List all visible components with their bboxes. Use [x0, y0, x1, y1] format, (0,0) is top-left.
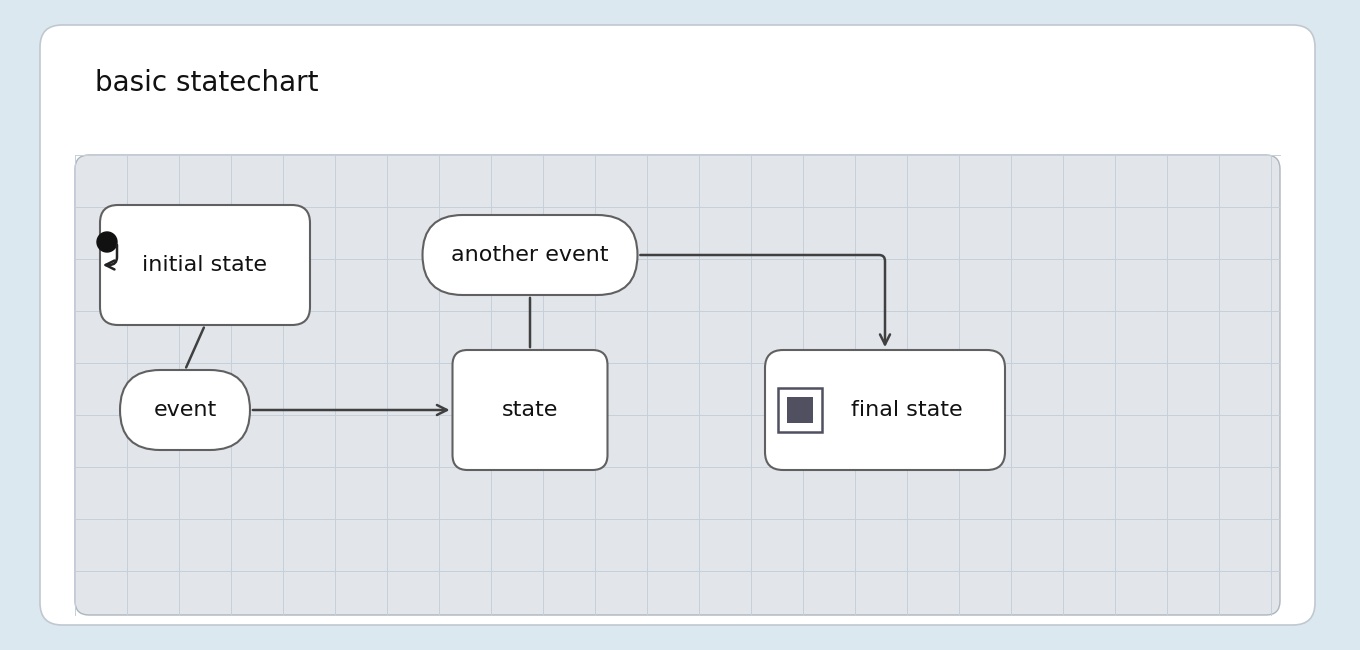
Text: initial state: initial state	[143, 255, 268, 275]
FancyBboxPatch shape	[101, 205, 310, 325]
Text: state: state	[502, 400, 558, 420]
Bar	[778, 388, 821, 432]
Text: another event: another event	[452, 245, 609, 265]
Circle shape	[97, 232, 117, 252]
Text: event: event	[154, 400, 216, 420]
Bar	[787, 396, 813, 423]
Text: final state: final state	[851, 400, 963, 420]
FancyBboxPatch shape	[423, 215, 638, 295]
FancyBboxPatch shape	[453, 350, 608, 470]
Text: basic statechart: basic statechart	[95, 69, 318, 97]
FancyBboxPatch shape	[764, 350, 1005, 470]
FancyBboxPatch shape	[75, 155, 1280, 615]
FancyBboxPatch shape	[120, 370, 250, 450]
FancyBboxPatch shape	[39, 25, 1315, 625]
